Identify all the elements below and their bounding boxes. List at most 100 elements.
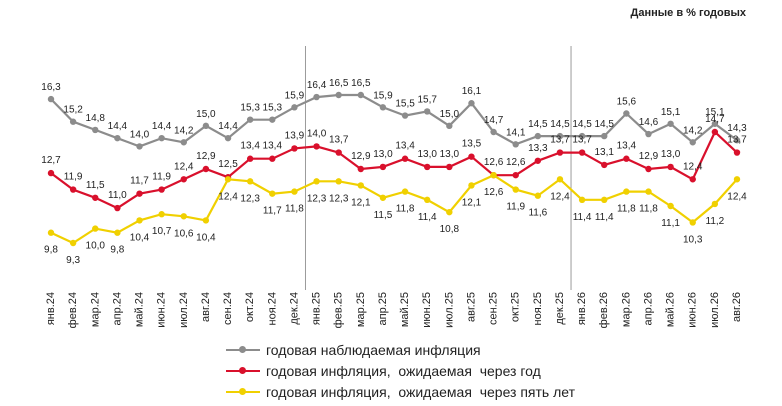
series-0-point-11 <box>291 104 298 111</box>
legend-swatch-5y <box>226 386 260 398</box>
legend-entry-observed: годовая наблюдаемая инфляция <box>226 339 575 360</box>
series-2-label-9: 12,3 <box>240 193 260 204</box>
legend-label-1y: годовая инфляция, ожидаемая через год <box>266 362 541 379</box>
series-0-point-0 <box>47 95 55 103</box>
x-tick-3: апр.24 <box>111 292 123 325</box>
series-1-point-4 <box>136 190 143 197</box>
series-1-label-3: 11,0 <box>108 190 127 201</box>
series-1-point-14 <box>357 165 365 173</box>
series-1-point-23 <box>556 149 564 156</box>
series-1-point-17 <box>423 163 431 171</box>
series-2-label-24: 11,4 <box>573 212 592 223</box>
series-2-point-10 <box>269 190 276 197</box>
series-0-point-24 <box>578 132 586 140</box>
series-1-label-9: 13,4 <box>240 141 260 152</box>
series-1-label-15: 13,0 <box>373 149 393 160</box>
series-2-point-20 <box>490 171 497 179</box>
series-1-point-21 <box>512 171 519 179</box>
series-2-label-4: 10,4 <box>130 232 150 243</box>
series-1-point-18 <box>446 163 453 171</box>
series-2-label-2: 10,0 <box>86 241 106 252</box>
series-2-point-31 <box>733 176 741 183</box>
series-2-point-4 <box>136 217 143 224</box>
series-1-label-5: 11,9 <box>152 172 171 183</box>
x-tick-26: мар.26 <box>620 292 632 327</box>
series-0-point-4 <box>136 143 143 150</box>
series-2-label-16: 11,8 <box>396 204 415 215</box>
series-2-point-27 <box>645 188 652 195</box>
series-1-point-7 <box>202 165 210 173</box>
series-2-label-17: 11,4 <box>418 212 437 223</box>
series-1-point-25 <box>601 161 608 169</box>
series-0-label-30: 15,1 <box>705 107 725 118</box>
series-0-label-2: 14,8 <box>86 113 106 124</box>
series-0-label-25: 14,5 <box>594 119 614 130</box>
x-tick-17: июн.25 <box>421 292 433 328</box>
series-2-label-3: 9,8 <box>110 245 124 256</box>
x-tick-0: янв.24 <box>45 292 57 325</box>
x-tick-21: окт.25 <box>510 292 522 322</box>
series-2-label-13: 12,3 <box>329 193 349 204</box>
legend-label-5y: годовая инфляция, ожидаемая через пять л… <box>266 383 576 400</box>
series-2-point-29 <box>689 219 696 226</box>
series-0-point-23 <box>556 132 564 140</box>
series-0-label-16: 15,5 <box>395 99 415 110</box>
series-1-point-13 <box>335 149 342 156</box>
series-1-point-27 <box>645 165 652 173</box>
series-0-point-3 <box>114 134 121 142</box>
series-1-label-13: 13,7 <box>329 135 349 146</box>
x-tick-4: май.24 <box>134 292 146 327</box>
series-1-point-10 <box>269 155 276 162</box>
series-2-label-19: 12,1 <box>462 197 482 208</box>
series-1-label-28: 13,0 <box>661 149 681 160</box>
series-line-2 <box>50 173 738 245</box>
series-1-label-21: 12,6 <box>506 157 526 168</box>
series-0-point-9 <box>246 116 254 123</box>
series-0-label-13: 16,5 <box>329 78 349 89</box>
series-1-point-12 <box>313 143 320 150</box>
series-2-label-20: 12,6 <box>484 187 504 198</box>
series-2-label-8: 12,4 <box>218 191 238 202</box>
series-2-point-9 <box>246 178 254 185</box>
series-1-label-11: 13,9 <box>285 130 305 141</box>
series-2-point-22 <box>534 192 542 199</box>
series-0-point-30 <box>711 120 719 127</box>
series-0-point-31 <box>733 137 741 144</box>
series-1-label-30: 14,7 <box>705 114 725 125</box>
series-2-label-14: 12,1 <box>351 197 371 208</box>
series-0-label-31: 14,3 <box>727 123 747 134</box>
x-tick-28: май.26 <box>665 292 677 327</box>
x-tick-19: авг.25 <box>465 292 477 322</box>
series-0-label-7: 15,0 <box>196 109 216 120</box>
series-0-point-18 <box>446 122 453 130</box>
series-0-label-17: 15,7 <box>417 94 437 105</box>
series-0-label-9: 15,3 <box>240 103 260 114</box>
series-1-point-16 <box>401 155 409 162</box>
series-1-label-6: 12,4 <box>174 161 194 172</box>
legend-entry-5y: годовая инфляция, ожидаемая через пять л… <box>226 381 575 402</box>
series-2-point-3 <box>114 229 121 236</box>
series-1-label-26: 13,4 <box>617 141 637 152</box>
series-1-point-5 <box>158 186 165 193</box>
series-0-label-18: 15,0 <box>440 109 460 120</box>
series-0-point-19 <box>468 100 475 107</box>
x-tick-29: июн.26 <box>687 292 699 328</box>
series-2-point-23 <box>556 176 564 183</box>
series-1-label-19: 13,5 <box>462 139 482 150</box>
series-1-point-29 <box>689 176 696 183</box>
series-1-point-2 <box>92 194 99 201</box>
series-2-point-1 <box>69 239 77 247</box>
series-0-point-14 <box>357 91 365 99</box>
legend-entry-1y: годовая инфляция, ожидаемая через год <box>226 360 575 381</box>
series-1-label-0: 12,7 <box>41 155 61 166</box>
series-2-label-18: 10,8 <box>440 224 460 235</box>
series-1-label-29: 12,4 <box>683 161 703 172</box>
series-1-label-16: 13,4 <box>395 141 415 152</box>
series-2-point-25 <box>601 196 608 204</box>
series-2-point-16 <box>401 188 409 195</box>
series-1-point-28 <box>667 163 674 171</box>
x-tick-8: сен.24 <box>222 292 234 325</box>
series-2-point-5 <box>158 211 165 218</box>
series-2-label-22: 11,6 <box>528 208 547 219</box>
